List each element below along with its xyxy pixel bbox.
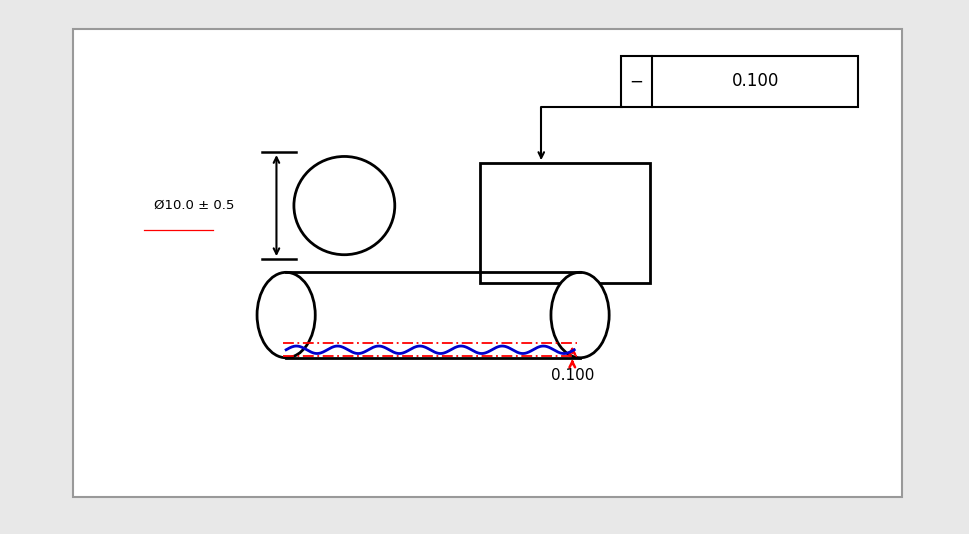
- Text: 0.100: 0.100: [731, 73, 778, 90]
- Text: 0.100: 0.100: [550, 368, 593, 383]
- Bar: [620, 56, 858, 107]
- Text: Ø10.0 ± 0.5: Ø10.0 ± 0.5: [154, 199, 234, 212]
- Bar: [480, 163, 649, 283]
- Ellipse shape: [257, 272, 315, 358]
- Ellipse shape: [550, 272, 609, 358]
- Text: −: −: [629, 73, 642, 90]
